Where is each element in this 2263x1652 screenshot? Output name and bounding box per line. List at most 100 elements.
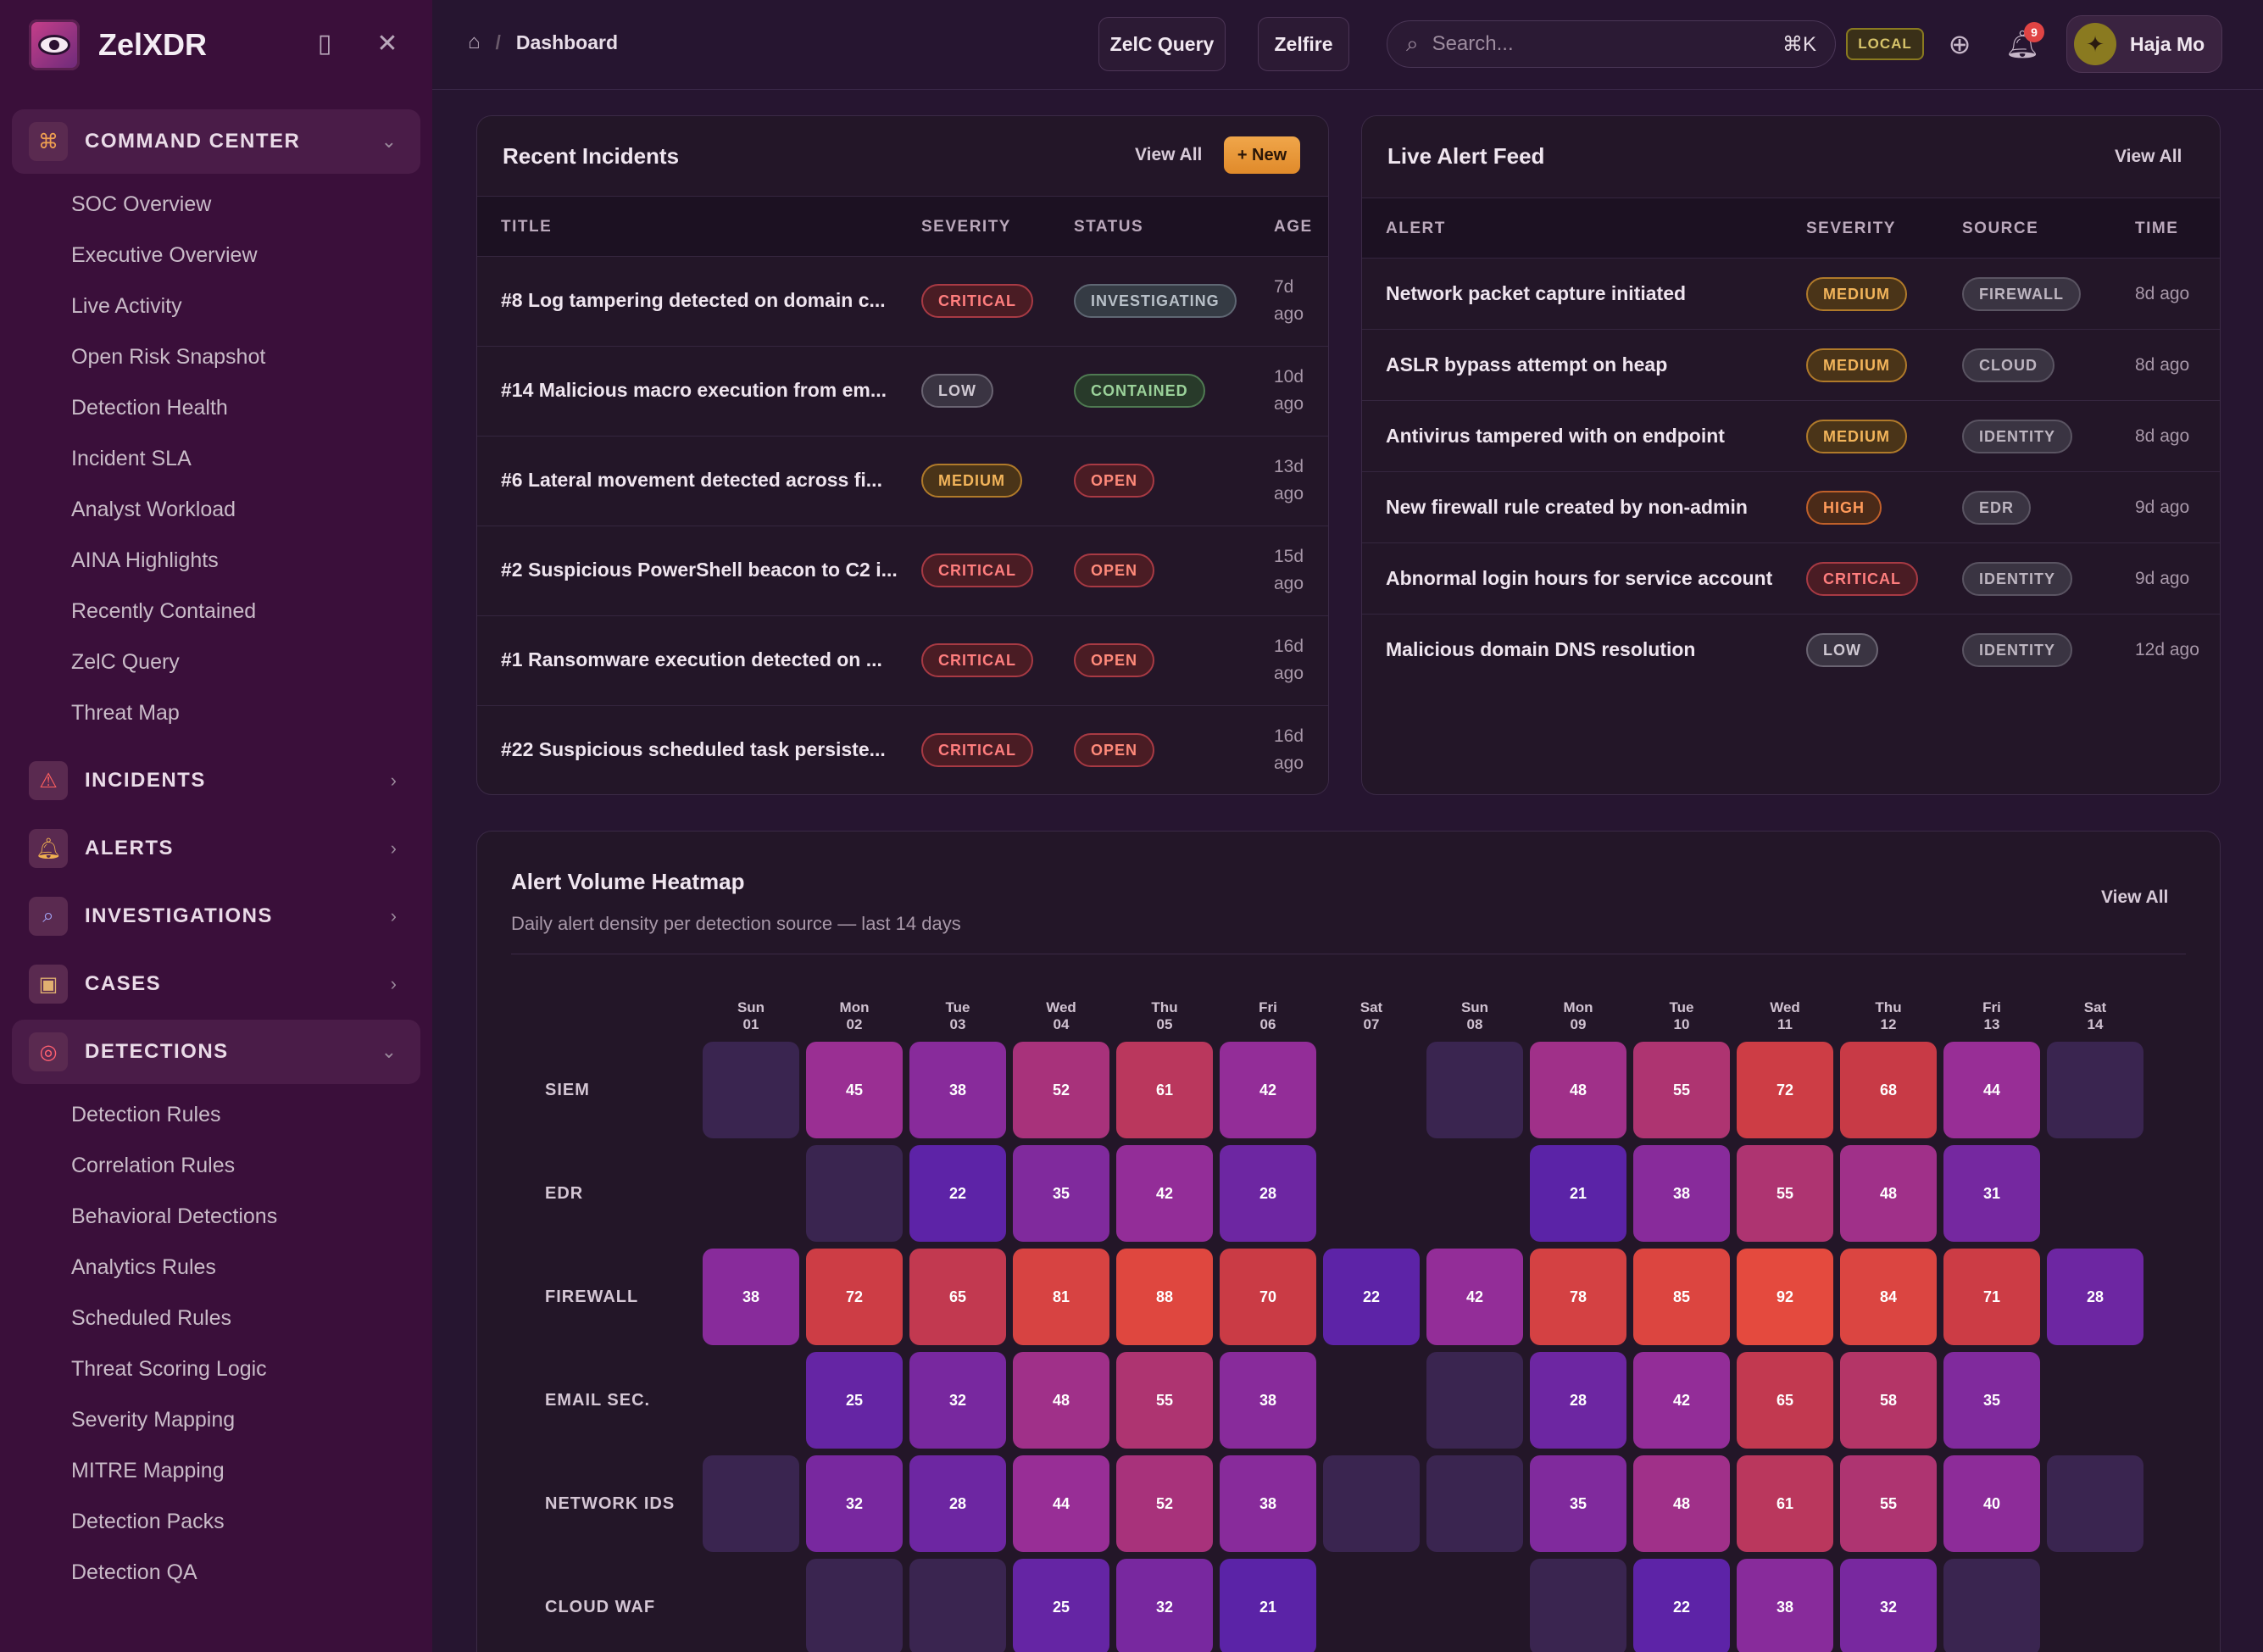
heatmap-cell[interactable]: 21 [1530, 1145, 1626, 1242]
incident-title[interactable]: #2 Suspicious PowerShell beacon to C2 i.… [501, 559, 898, 581]
heatmap-cell[interactable]: 35 [1013, 1145, 1109, 1242]
home-icon[interactable]: ⌂ [468, 31, 481, 53]
incident-title[interactable]: #14 Malicious macro execution from em... [501, 379, 887, 401]
alert-title[interactable]: Abnormal login hours for service account [1386, 567, 1773, 589]
heatmap-cell[interactable]: 38 [1220, 1352, 1316, 1449]
incident-title[interactable]: #1 Ransomware execution detected on ... [501, 648, 882, 670]
heatmap-cell[interactable]: 61 [1737, 1455, 1833, 1552]
alert-title[interactable]: Malicious domain DNS resolution [1386, 638, 1696, 660]
heatmap-cell[interactable]: 52 [1116, 1455, 1213, 1552]
alert-title[interactable]: Antivirus tampered with on endpoint [1386, 425, 1725, 447]
view-all-link[interactable]: View All [1135, 145, 1203, 164]
heatmap-cell[interactable]: 32 [806, 1455, 903, 1552]
table-row[interactable]: Antivirus tampered with on endpoint MEDIU… [1362, 401, 2220, 472]
sidebar-item[interactable]: Detection QA [71, 1560, 197, 1584]
heatmap-cell[interactable]: 48 [1013, 1352, 1109, 1449]
heatmap-cell[interactable]: 42 [1633, 1352, 1730, 1449]
search-input[interactable]: ⌕ Search... ⌘K [1387, 20, 1836, 68]
heatmap-cell[interactable]: 22 [1633, 1559, 1730, 1652]
heatmap-cell[interactable]: 38 [703, 1249, 799, 1345]
alert-title[interactable]: New firewall rule created by non-admin [1386, 496, 1748, 518]
heatmap-cell[interactable]: 81 [1013, 1249, 1109, 1345]
heatmap-cell[interactable]: 48 [1840, 1145, 1937, 1242]
heatmap-cell[interactable]: 48 [1530, 1042, 1626, 1138]
collapse-icon[interactable]: ✕ [376, 29, 398, 58]
heatmap-cell[interactable]: 42 [1426, 1249, 1523, 1345]
heatmap-cell[interactable]: 55 [1116, 1352, 1213, 1449]
panel-toggle-icon[interactable]: ▯ [317, 29, 332, 58]
table-row[interactable]: Network packet capture initiated MEDIUM FI… [1362, 259, 2220, 330]
heatmap-cell[interactable]: 44 [1943, 1042, 2040, 1138]
heatmap-cell[interactable]: 88 [1116, 1249, 1213, 1345]
heatmap-cell[interactable]: 48 [1633, 1455, 1730, 1552]
sidebar-item[interactable]: Detection Rules [71, 1102, 221, 1126]
nav-section-cases[interactable]: ▣ CASES › [12, 952, 420, 1016]
nav-section-detections[interactable]: ◎ DETECTIONS ⌄ [12, 1020, 420, 1084]
sidebar-item[interactable]: Analyst Workload [71, 497, 236, 521]
heatmap-cell[interactable] [909, 1559, 1006, 1652]
zelfire-button[interactable]: Zelfire [1258, 17, 1349, 71]
sidebar-item[interactable]: Correlation Rules [71, 1153, 236, 1177]
alert-title[interactable]: ASLR bypass attempt on heap [1386, 353, 1668, 375]
heatmap-cell[interactable] [1943, 1559, 2040, 1652]
heatmap-cell[interactable]: 61 [1116, 1042, 1213, 1138]
heatmap-cell[interactable]: 68 [1840, 1042, 1937, 1138]
heatmap-cell[interactable]: 28 [1530, 1352, 1626, 1449]
heatmap-cell[interactable]: 22 [909, 1145, 1006, 1242]
table-row[interactable]: #8 Log tampering detected on domain c...… [477, 257, 1328, 347]
sidebar-item[interactable]: Incident SLA [71, 446, 192, 470]
incident-title[interactable]: #8 Log tampering detected on domain c... [501, 289, 886, 311]
heatmap-cell[interactable]: 21 [1220, 1559, 1316, 1652]
table-row[interactable]: Malicious domain DNS resolution LOW IDENTI… [1362, 615, 2220, 686]
heatmap-cell[interactable]: 70 [1220, 1249, 1316, 1345]
heatmap-cell[interactable]: 38 [909, 1042, 1006, 1138]
view-all-link[interactable]: View All [2115, 147, 2182, 166]
heatmap-cell[interactable]: 25 [1013, 1559, 1109, 1652]
heatmap-cell[interactable]: 42 [1220, 1042, 1316, 1138]
add-icon[interactable]: ⊕ [1948, 29, 1971, 59]
heatmap-cell[interactable]: 35 [1530, 1455, 1626, 1552]
heatmap-cell[interactable]: 32 [909, 1352, 1006, 1449]
table-row[interactable]: #6 Lateral movement detected across fi..… [477, 437, 1328, 526]
heatmap-cell[interactable]: 28 [2047, 1249, 2143, 1345]
heatmap-cell[interactable]: 85 [1633, 1249, 1730, 1345]
heatmap-cell[interactable]: 42 [1116, 1145, 1213, 1242]
heatmap-cell[interactable]: 38 [1737, 1559, 1833, 1652]
sidebar-item[interactable]: SOC Overview [71, 192, 212, 216]
heatmap-cell[interactable] [806, 1145, 903, 1242]
heatmap-cell[interactable]: 55 [1840, 1455, 1937, 1552]
sidebar-item[interactable]: Severity Mapping [71, 1407, 236, 1432]
sidebar-item[interactable]: Detection Packs [71, 1509, 225, 1533]
zelc-query-button[interactable]: ZelC Query [1098, 17, 1226, 71]
heatmap-cell[interactable]: 38 [1220, 1455, 1316, 1552]
heatmap-cell[interactable]: 71 [1943, 1249, 2040, 1345]
sidebar-item[interactable]: AINA Highlights [71, 548, 219, 572]
heatmap-cell[interactable]: 22 [1323, 1249, 1420, 1345]
nav-section-incidents[interactable]: ⚠ INCIDENTS › [12, 748, 420, 813]
heatmap-cell[interactable] [1426, 1455, 1523, 1552]
new-incident-button[interactable]: + New [1224, 136, 1300, 174]
heatmap-cell[interactable] [703, 1042, 799, 1138]
heatmap-cell[interactable]: 25 [806, 1352, 903, 1449]
heatmap-cell[interactable]: 78 [1530, 1249, 1626, 1345]
sidebar-item[interactable]: ZelC Query [71, 649, 180, 674]
incident-title[interactable]: #22 Suspicious scheduled task persiste..… [501, 738, 886, 760]
heatmap-cell[interactable]: 65 [1737, 1352, 1833, 1449]
view-all-link[interactable]: View All [2101, 887, 2169, 907]
sidebar-item[interactable]: Open Risk Snapshot [71, 344, 266, 369]
heatmap-cell[interactable]: 38 [1633, 1145, 1730, 1242]
table-row[interactable]: ASLR bypass attempt on heap MEDIUM CLOUD 8d… [1362, 330, 2220, 401]
table-row[interactable]: #1 Ransomware execution detected on ... C… [477, 616, 1328, 706]
nav-section-investigations[interactable]: ⌕ INVESTIGATIONS › [12, 884, 420, 948]
table-row[interactable]: Abnormal login hours for service account… [1362, 543, 2220, 615]
sidebar-item[interactable]: Executive Overview [71, 242, 258, 267]
sidebar-item[interactable]: Detection Health [71, 395, 228, 420]
heatmap-cell[interactable] [2047, 1455, 2143, 1552]
heatmap-cell[interactable]: 32 [1116, 1559, 1213, 1652]
heatmap-cell[interactable] [1530, 1559, 1626, 1652]
heatmap-cell[interactable]: 65 [909, 1249, 1006, 1345]
table-row[interactable]: New firewall rule created by non-admin HI… [1362, 472, 2220, 543]
sidebar-item[interactable]: Threat Map [71, 700, 180, 725]
sidebar-item[interactable]: Threat Scoring Logic [71, 1356, 267, 1381]
heatmap-cell[interactable]: 45 [806, 1042, 903, 1138]
